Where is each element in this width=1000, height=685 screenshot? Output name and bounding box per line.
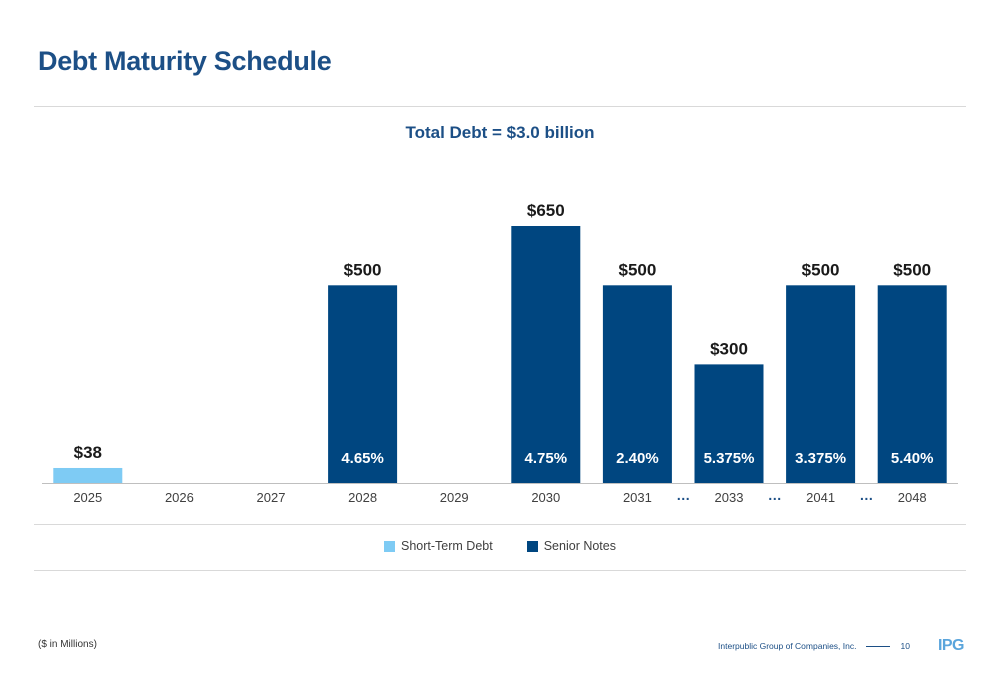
legend-top-divider: [34, 524, 966, 525]
legend-item-short-term-debt: Short-Term Debt: [384, 539, 493, 553]
page-title: Debt Maturity Schedule: [38, 46, 332, 76]
legend-swatch-short-term-debt: [384, 540, 396, 552]
chart-title: Total Debt = $3.0 billion: [405, 123, 595, 142]
bar-senior-notes-2048: [877, 285, 947, 483]
value-label-2048: $500: [893, 260, 931, 279]
rate-label-2030: 4.75%: [525, 450, 568, 467]
debt-maturity-chart: $38 $500 4.65% $650 4.75% $500 2.40% $300 5.375%…: [42, 201, 958, 505]
page-footer: Interpublic Group of Companies, Inc. 10 …: [718, 637, 964, 655]
x-tick-label-2048: 2048: [898, 490, 927, 505]
axis-break-marker-after-2031: …: [676, 487, 690, 503]
x-tick-label-2028: 2028: [348, 490, 377, 505]
value-label-2028: $500: [344, 260, 382, 279]
legend-label-senior-notes: Senior Notes: [543, 539, 616, 553]
ipg-logo: IPG: [937, 637, 965, 654]
rate-label-2033: 5.375%: [704, 450, 755, 467]
bar-senior-notes-2028: [328, 285, 398, 483]
x-tick-label-2026: 2026: [165, 490, 194, 505]
footer-divider-line: [866, 645, 891, 647]
bar-senior-notes-2041: [786, 285, 856, 483]
footer-company-name: Interpublic Group of Companies, Inc.: [718, 641, 857, 651]
legend-swatch-senior-notes: [526, 540, 538, 552]
x-tick-label-2030: 2030: [531, 490, 560, 505]
value-label-2041: $500: [802, 260, 840, 279]
x-tick-label-2031: 2031: [623, 490, 652, 505]
x-tick-label-2027: 2027: [257, 490, 286, 505]
page-number: 10: [900, 641, 910, 651]
x-tick-label-2033: 2033: [715, 490, 744, 505]
legend-label-short-term-debt: Short-Term Debt: [401, 539, 493, 553]
axis-break-marker-after-2033: …: [768, 487, 782, 503]
units-footnote: ($ in Millions): [38, 639, 97, 650]
bar-senior-notes-2031: [602, 285, 672, 483]
x-tick-label-2041: 2041: [806, 490, 835, 505]
rate-label-2031: 2.40%: [616, 450, 659, 467]
axis-break-marker-after-2041: …: [859, 487, 873, 503]
chart-legend: Short-Term Debt Senior Notes: [0, 539, 1000, 553]
value-label-2033: $300: [710, 339, 748, 358]
rate-label-2028: 4.65%: [341, 450, 384, 467]
value-label-2025: $38: [74, 443, 102, 462]
bar-senior-notes-2030: [511, 226, 581, 483]
value-label-2030: $650: [527, 201, 565, 220]
x-tick-label-2029: 2029: [440, 490, 469, 505]
legend-bottom-divider: [34, 570, 966, 571]
x-tick-label-2025: 2025: [73, 490, 102, 505]
value-label-2031: $500: [618, 260, 656, 279]
title-divider: [34, 106, 966, 107]
rate-label-2041: 3.375%: [795, 450, 846, 467]
bar-senior-notes-2033: [694, 364, 764, 483]
legend-item-senior-notes: Senior Notes: [526, 539, 616, 553]
rate-label-2048: 5.40%: [891, 450, 934, 467]
bar-short-term-debt-2025: [53, 467, 123, 483]
